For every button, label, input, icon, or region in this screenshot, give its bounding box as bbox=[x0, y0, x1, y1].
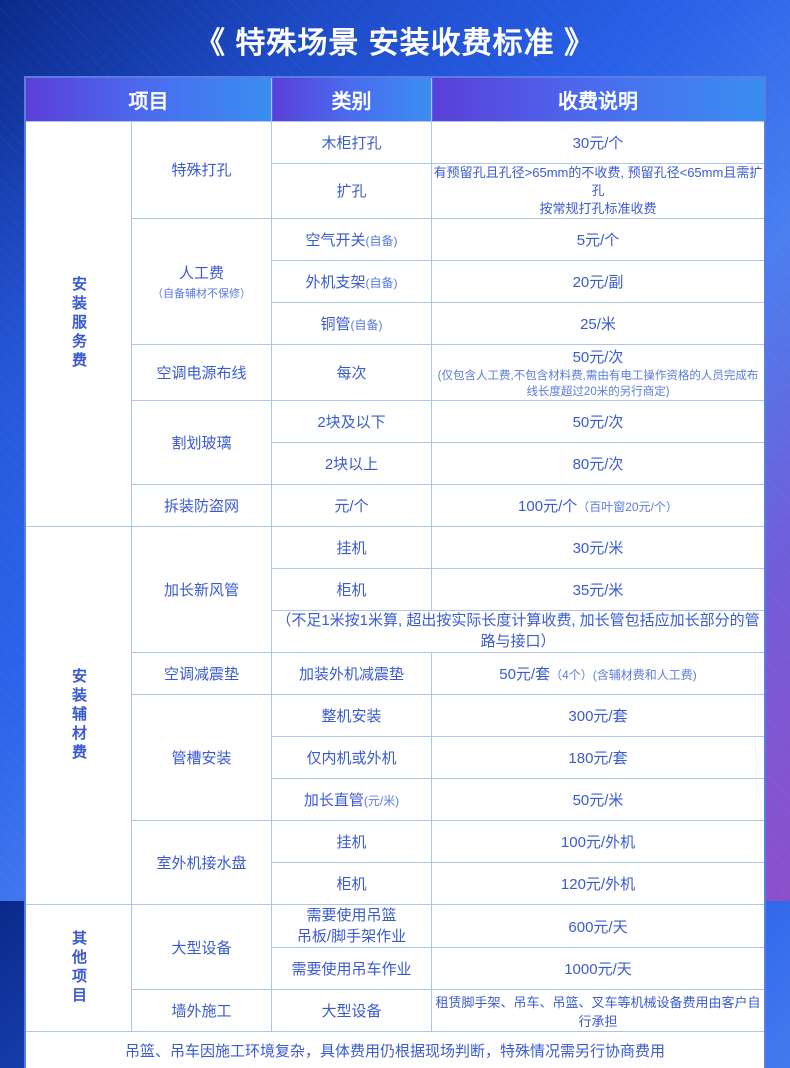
desc-cell: 有预留孔且孔径>65mm的不收费, 预留孔径<65mm且需扩孔按常规打孔标准收费 bbox=[432, 163, 766, 219]
desc-cell: 50元/套（4个）(含辅材费和人工费) bbox=[432, 653, 766, 695]
desc-cell: 180元/套 bbox=[432, 737, 766, 779]
group-name: 安装服务费 bbox=[25, 121, 132, 527]
footnote-cell: 吊篮、吊车因施工环境复杂，具体费用仍根据现场判断，特殊情况需另行协商费用 bbox=[25, 1032, 765, 1068]
header-type: 类别 bbox=[272, 77, 432, 121]
table-row: 空调减震垫加装外机减震垫50元/套（4个）(含辅材费和人工费) bbox=[25, 653, 765, 695]
table-row: 墙外施工大型设备租赁脚手架、吊车、吊篮、叉车等机械设备费用由客户自行承担 bbox=[25, 990, 765, 1032]
desc-cell: 300元/套 bbox=[432, 695, 766, 737]
desc-cell: 100元/外机 bbox=[432, 821, 766, 863]
table-row: 安装服务费特殊打孔木柜打孔30元/个 bbox=[25, 121, 765, 163]
type-cell: 空气开关(自备) bbox=[272, 219, 432, 261]
type-cell: 仅内机或外机 bbox=[272, 737, 432, 779]
project-cell: 空调减震垫 bbox=[132, 653, 272, 695]
note-cell: （不足1米按1米算, 超出按实际长度计算收费, 加长管包括应加长部分的管路与接口… bbox=[272, 611, 766, 653]
table-row: 空调电源布线每次50元/次(仅包含人工费,不包含材料费,需由有电工操作资格的人员… bbox=[25, 345, 765, 401]
type-cell: 挂机 bbox=[272, 527, 432, 569]
type-cell: 需要使用吊篮吊板/脚手架作业 bbox=[272, 905, 432, 948]
desc-cell: 80元/次 bbox=[432, 443, 766, 485]
type-cell: 扩孔 bbox=[272, 163, 432, 219]
desc-cell: 30元/个 bbox=[432, 121, 766, 163]
desc-cell: 20元/副 bbox=[432, 261, 766, 303]
type-cell: 外机支架(自备) bbox=[272, 261, 432, 303]
desc-cell: 100元/个（百叶窗20元/个） bbox=[432, 485, 766, 527]
type-cell: 2块及以下 bbox=[272, 401, 432, 443]
project-cell: 割划玻璃 bbox=[132, 401, 272, 485]
group-name: 其他项目 bbox=[25, 905, 132, 1032]
pricing-table: 项目 类别 收费说明 安装服务费特殊打孔木柜打孔30元/个扩孔有预留孔且孔径>6… bbox=[24, 76, 766, 1068]
project-cell: 墙外施工 bbox=[132, 990, 272, 1032]
project-cell: 空调电源布线 bbox=[132, 345, 272, 401]
table-row: 室外机接水盘挂机100元/外机 bbox=[25, 821, 765, 863]
header-project: 项目 bbox=[25, 77, 272, 121]
table-row: 安装辅材费加长新风管挂机30元/米 bbox=[25, 527, 765, 569]
type-cell: 加装外机减震垫 bbox=[272, 653, 432, 695]
type-cell: 加长直管(元/米) bbox=[272, 779, 432, 821]
project-cell: 加长新风管 bbox=[132, 527, 272, 653]
project-cell: 室外机接水盘 bbox=[132, 821, 272, 905]
group-name: 安装辅材费 bbox=[25, 527, 132, 905]
header-row: 项目 类别 收费说明 bbox=[25, 77, 765, 121]
desc-cell: 600元/天 bbox=[432, 905, 766, 948]
type-cell: 挂机 bbox=[272, 821, 432, 863]
desc-cell: 5元/个 bbox=[432, 219, 766, 261]
desc-cell: 50元/次 bbox=[432, 401, 766, 443]
type-cell: 木柜打孔 bbox=[272, 121, 432, 163]
project-cell: 管槽安装 bbox=[132, 695, 272, 821]
desc-cell: 35元/米 bbox=[432, 569, 766, 611]
table-row: 其他项目大型设备需要使用吊篮吊板/脚手架作业600元/天 bbox=[25, 905, 765, 948]
type-cell: 柜机 bbox=[272, 863, 432, 905]
type-cell: 每次 bbox=[272, 345, 432, 401]
type-cell: 柜机 bbox=[272, 569, 432, 611]
project-cell: 大型设备 bbox=[132, 905, 272, 990]
project-cell: 特殊打孔 bbox=[132, 121, 272, 219]
type-cell: 元/个 bbox=[272, 485, 432, 527]
type-cell: 大型设备 bbox=[272, 990, 432, 1032]
desc-cell: 租赁脚手架、吊车、吊篮、叉车等机械设备费用由客户自行承担 bbox=[432, 990, 766, 1032]
table-row: 割划玻璃2块及以下50元/次 bbox=[25, 401, 765, 443]
desc-cell: 120元/外机 bbox=[432, 863, 766, 905]
type-cell: 2块以上 bbox=[272, 443, 432, 485]
desc-cell: 50元/米 bbox=[432, 779, 766, 821]
page-title: 《 特殊场景 安装收费标准 》 bbox=[24, 18, 766, 62]
desc-cell: 25/米 bbox=[432, 303, 766, 345]
table-row: 拆装防盗网元/个100元/个（百叶窗20元/个） bbox=[25, 485, 765, 527]
table-row: 人工费（自备辅材不保修）空气开关(自备)5元/个 bbox=[25, 219, 765, 261]
desc-cell: 50元/次(仅包含人工费,不包含材料费,需由有电工操作资格的人员完成布线长度超过… bbox=[432, 345, 766, 401]
project-cell: 人工费（自备辅材不保修） bbox=[132, 219, 272, 345]
type-cell: 铜管(自备) bbox=[272, 303, 432, 345]
footnote-row: 吊篮、吊车因施工环境复杂，具体费用仍根据现场判断，特殊情况需另行协商费用 bbox=[25, 1032, 765, 1068]
desc-cell: 1000元/天 bbox=[432, 948, 766, 990]
type-cell: 整机安装 bbox=[272, 695, 432, 737]
header-desc: 收费说明 bbox=[432, 77, 766, 121]
desc-cell: 30元/米 bbox=[432, 527, 766, 569]
project-cell: 拆装防盗网 bbox=[132, 485, 272, 527]
type-cell: 需要使用吊车作业 bbox=[272, 948, 432, 990]
table-row: 管槽安装整机安装300元/套 bbox=[25, 695, 765, 737]
